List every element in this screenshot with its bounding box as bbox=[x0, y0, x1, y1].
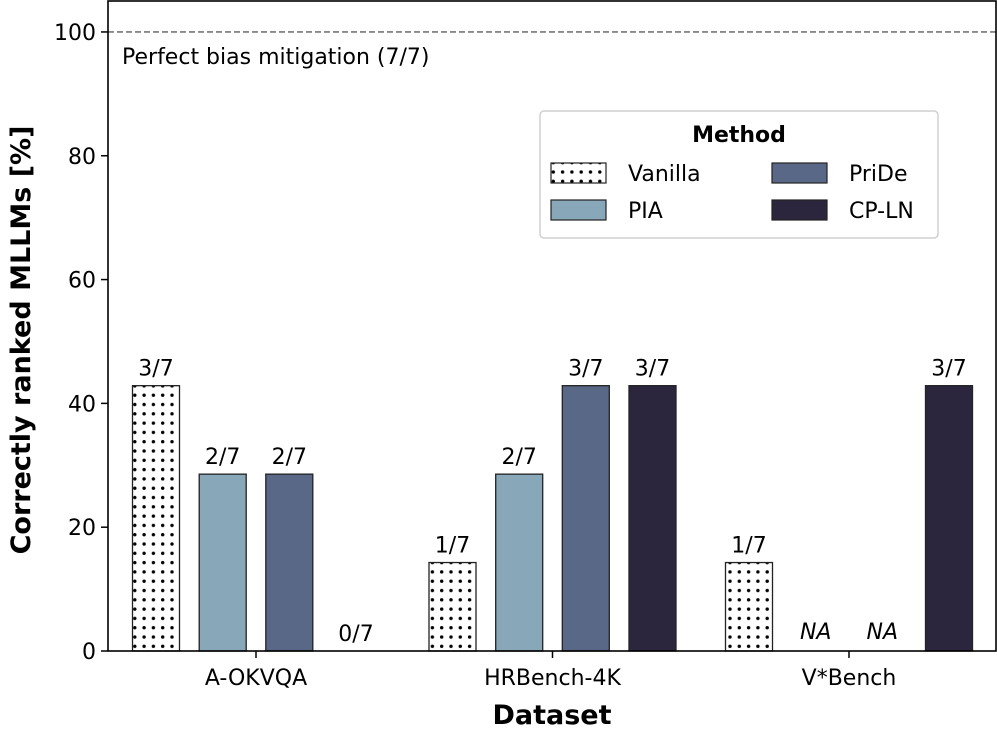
bar-pia-hrbench-4k bbox=[495, 473, 544, 652]
y-tick-label: 100 bbox=[54, 21, 96, 46]
bar-pride-hrbench-4k bbox=[561, 385, 610, 652]
reference-line-label: Perfect bias mitigation (7/7) bbox=[122, 45, 430, 70]
x-tick-label: V*Bench bbox=[802, 666, 897, 691]
y-tick-label: 80 bbox=[68, 145, 96, 170]
x-tick-label: A-OKVQA bbox=[205, 666, 307, 691]
legend-label-pia: PIA bbox=[628, 199, 663, 224]
legend-frame bbox=[539, 110, 939, 239]
y-axis-label: Correctly ranked MLLMs [%] bbox=[6, 126, 37, 555]
bar-cp-ln-hrbench-4k bbox=[628, 385, 677, 652]
data-label: 2/7 bbox=[205, 445, 240, 470]
data-label: 3/7 bbox=[931, 357, 966, 382]
data-label: 3/7 bbox=[568, 357, 603, 382]
legend-label-vanilla: Vanilla bbox=[628, 162, 701, 187]
y-tick-label: 40 bbox=[68, 392, 96, 417]
data-label: 3/7 bbox=[138, 357, 173, 382]
legend-swatch-pia bbox=[550, 199, 607, 221]
legend-swatch-vanilla bbox=[550, 162, 607, 184]
data-label: 2/7 bbox=[272, 445, 307, 470]
bar-vanilla-v*bench bbox=[724, 561, 774, 652]
data-label: 2/7 bbox=[501, 445, 536, 470]
legend-swatch-pride bbox=[771, 162, 828, 184]
legend-title: Method bbox=[692, 123, 786, 148]
y-tick-label: 20 bbox=[68, 516, 96, 541]
legend-label-pride: PriDe bbox=[849, 162, 908, 187]
bar-cp-ln-v*bench bbox=[924, 385, 974, 652]
y-tick-label: 60 bbox=[68, 269, 96, 294]
bar-vanilla-hrbench-4k bbox=[428, 561, 477, 652]
legend-swatch-cp-ln bbox=[771, 199, 828, 221]
x-tick-label: HRBench-4K bbox=[484, 666, 621, 691]
x-axis-label: Dataset bbox=[492, 700, 611, 731]
data-label: 0/7 bbox=[338, 622, 373, 647]
data-label: NA bbox=[800, 620, 832, 645]
bar-vanilla-a-okvqa bbox=[131, 385, 181, 652]
legend-label-cp-ln: CP-LN bbox=[849, 199, 914, 224]
data-label: 1/7 bbox=[435, 534, 470, 559]
bar-pia-a-okvqa bbox=[198, 473, 247, 652]
data-label: NA bbox=[867, 620, 899, 645]
bar-pride-a-okvqa bbox=[265, 473, 314, 652]
y-tick-label: 0 bbox=[82, 640, 96, 665]
legend: Method Vanilla PIA PriDe CP-LN bbox=[539, 110, 939, 239]
data-label: 1/7 bbox=[731, 534, 766, 559]
data-label: 3/7 bbox=[635, 357, 670, 382]
